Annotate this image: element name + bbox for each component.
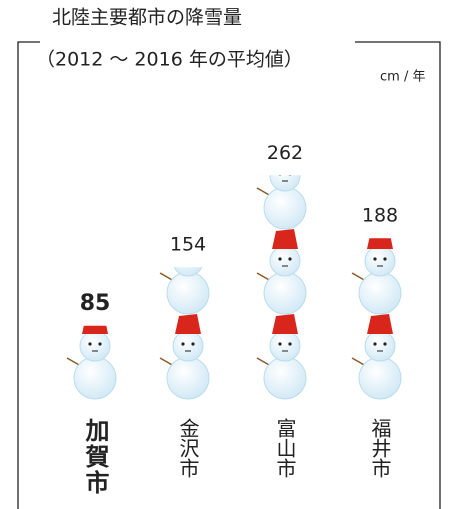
snowman-head — [365, 246, 395, 276]
hat — [367, 229, 393, 249]
snowman-body — [264, 272, 306, 314]
value-label: 262 — [267, 142, 303, 164]
value-label: 85 — [80, 291, 111, 316]
eye — [181, 257, 184, 260]
snowman-body — [359, 357, 401, 399]
category-label: 加賀市 — [81, 418, 110, 496]
eye — [288, 342, 291, 345]
snowman-head — [365, 331, 395, 361]
snowman-head — [173, 331, 203, 361]
snowman-head — [270, 161, 300, 191]
snowman-body — [167, 272, 209, 314]
chart: 北陸主要都市の降雪量 （2012 ～ 2016 年の平均値） cm / 年 85… — [0, 0, 471, 509]
snowman-body — [264, 357, 306, 399]
snowman-head — [80, 331, 110, 361]
category-label: 福井市 — [368, 418, 392, 478]
snowman-stack — [352, 229, 401, 399]
hat — [272, 314, 298, 334]
eye — [278, 342, 281, 345]
value-label: 154 — [170, 234, 206, 256]
eye — [88, 342, 91, 345]
chart-subtitle: （2012 ～ 2016 年の平均値） — [36, 49, 303, 71]
eye — [288, 257, 291, 260]
snowman-body — [167, 357, 209, 399]
eye — [181, 342, 184, 345]
hat — [367, 314, 393, 334]
snowman-body — [359, 272, 401, 314]
hat — [272, 229, 298, 249]
hat — [175, 314, 201, 334]
category-label: 金沢市 — [176, 418, 200, 478]
eye — [191, 342, 194, 345]
snowman-head — [270, 331, 300, 361]
snowman-stack — [67, 314, 116, 399]
eye — [278, 172, 281, 175]
chart-title: 北陸主要都市の降雪量 — [52, 7, 242, 29]
eye — [278, 257, 281, 260]
snowman-body — [264, 187, 306, 229]
eye — [373, 342, 376, 345]
value-label: 188 — [362, 205, 398, 227]
eye — [191, 257, 194, 260]
snowman-stack — [257, 144, 306, 399]
hat — [82, 314, 108, 334]
eye — [98, 342, 101, 345]
eye — [383, 342, 386, 345]
snowman-head — [270, 246, 300, 276]
eye — [383, 257, 386, 260]
snowman-body — [74, 357, 116, 399]
unit-label: cm / 年 — [380, 70, 425, 85]
category-label: 富山市 — [273, 418, 297, 478]
eye — [288, 172, 291, 175]
eye — [373, 257, 376, 260]
